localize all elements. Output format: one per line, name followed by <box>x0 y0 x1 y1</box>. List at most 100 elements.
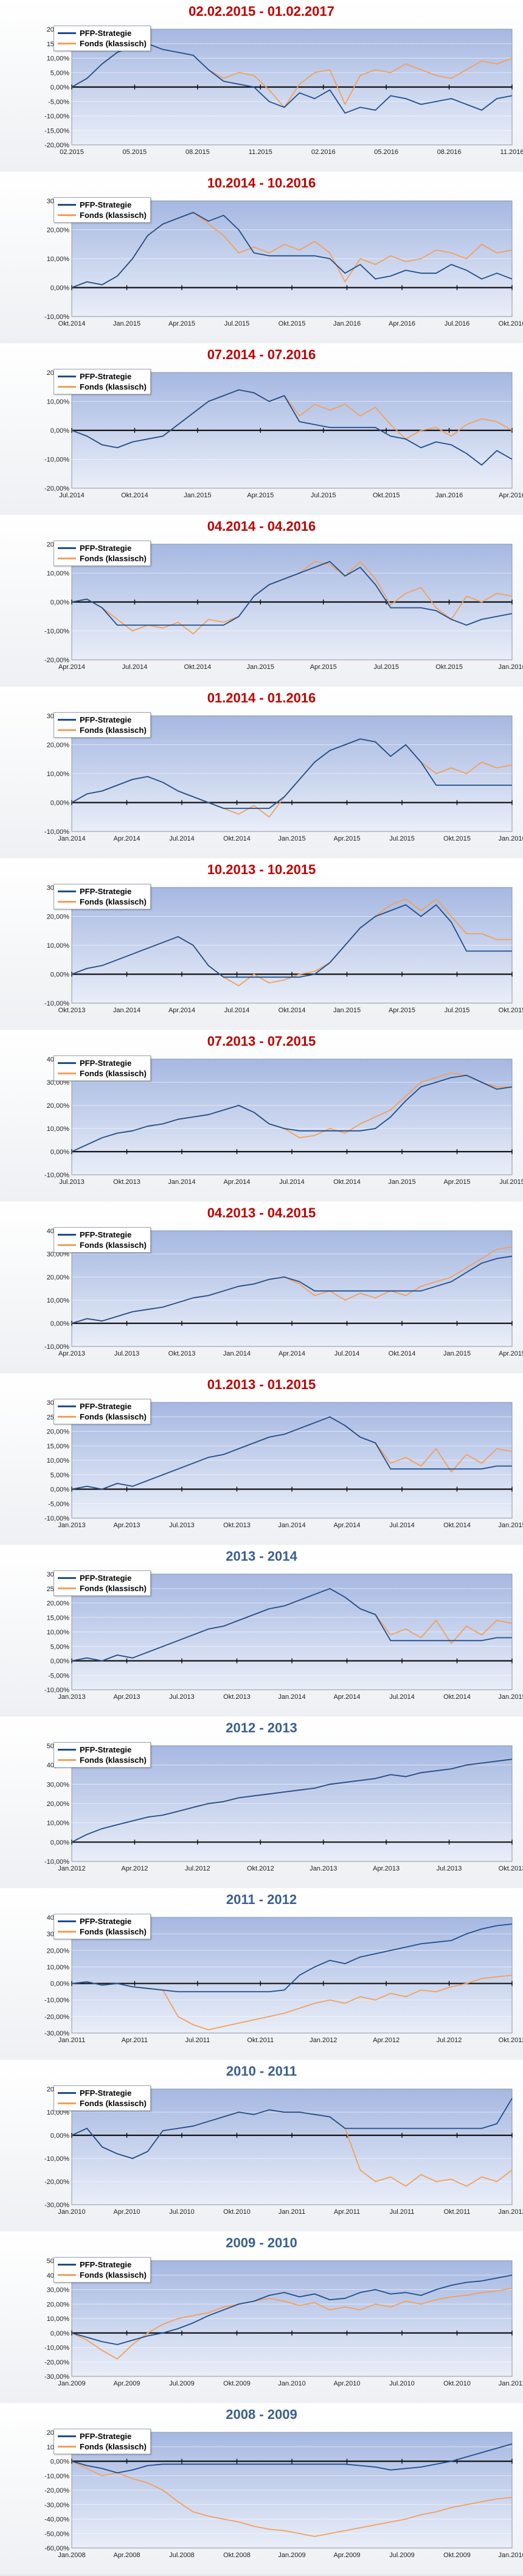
y-tick-label: -20,00% <box>44 657 69 664</box>
x-tick-label: Apr.2015 <box>389 1007 415 1014</box>
x-tick-label: Okt.2011 <box>444 2208 471 2216</box>
x-tick-label: Okt.2015 <box>499 1007 523 1014</box>
legend-label-fund: Fonds (klassisch) <box>80 2099 147 2108</box>
x-tick-label: Jan.2014 <box>113 1007 140 1014</box>
y-tick-label: 5,00% <box>50 1472 69 1479</box>
legend-swatch-fund <box>58 1587 76 1589</box>
y-tick-label: 0,00% <box>50 2330 69 2337</box>
y-tick-label: 0,00% <box>50 1320 69 1328</box>
x-tick-label: Jan.2012 <box>498 2208 523 2216</box>
y-tick-label: 0,00% <box>50 800 69 807</box>
y-tick-label: 0,00% <box>50 84 69 91</box>
legend-swatch-fund <box>58 729 76 731</box>
chart-title: 04.2014 - 04.2016 <box>207 519 316 534</box>
chart-legend: PFP-Strategie Fonds (klassisch) <box>54 1570 151 1596</box>
x-tick-label: Jul.2010 <box>169 2208 195 2216</box>
y-tick-label: 10,00% <box>47 256 70 263</box>
chart-title: 2010 - 2011 <box>226 2063 297 2079</box>
y-tick-label: 0,00% <box>50 285 69 292</box>
chart-panel: 02.02.2015 - 01.02.201720,00%15,00%10,00… <box>0 0 523 172</box>
x-tick-label: Okt.2013 <box>223 1693 251 1701</box>
legend-label-fund: Fonds (klassisch) <box>80 554 147 563</box>
y-tick-label: -10,00% <box>44 113 69 121</box>
legend-swatch-fund <box>58 901 76 903</box>
x-tick-label: 05.2016 <box>374 149 398 156</box>
x-tick-label: Apr.2014 <box>168 1007 195 1014</box>
y-tick-label: -10,00% <box>44 2345 69 2352</box>
legend-item-strategy: PFP-Strategie <box>58 200 147 210</box>
y-tick-label: 20,00% <box>47 1429 70 1436</box>
y-tick-label: 15,00% <box>47 1614 70 1622</box>
x-tick-label: Apr.2016 <box>499 492 523 499</box>
x-tick-label: Jan.2011 <box>499 2380 523 2387</box>
x-tick-label: Apr.2014 <box>333 1522 360 1529</box>
legend-swatch-strategy <box>58 1749 76 1751</box>
legend-item-fund: Fonds (klassisch) <box>58 2098 147 2109</box>
legend-label-fund: Fonds (klassisch) <box>80 1755 147 1765</box>
legend-item-fund: Fonds (klassisch) <box>58 38 147 49</box>
x-tick-label: Jul.2013 <box>169 1693 195 1701</box>
x-tick-label: Okt.2012 <box>499 2037 523 2044</box>
x-tick-label: Jul.2014 <box>122 663 148 671</box>
legend-label-fund: Fonds (klassisch) <box>80 897 147 906</box>
x-tick-label: 02.2016 <box>311 149 336 156</box>
x-tick-label: Jul.2009 <box>169 2380 195 2387</box>
legend-label-strategy: PFP-Strategie <box>80 372 132 381</box>
y-tick-label: 20,00% <box>47 1801 70 1808</box>
x-tick-label: Okt.2016 <box>499 320 523 327</box>
y-tick-label: -20,00% <box>44 2487 69 2494</box>
x-tick-label: Jul.2014 <box>169 835 195 842</box>
x-tick-label: Jan.2015 <box>443 1350 471 1357</box>
x-tick-label: Okt.2011 <box>247 2037 274 2044</box>
y-tick-label: -10,00% <box>44 1858 69 1866</box>
x-tick-label: 08.2016 <box>437 149 462 156</box>
x-tick-label: Apr.2014 <box>113 835 140 842</box>
fund-series-line <box>71 2287 513 2360</box>
x-tick-label: Jul.2015 <box>224 320 250 327</box>
y-tick-label: 0,00% <box>50 2132 69 2140</box>
x-tick-label: Apr.2014 <box>333 1693 360 1701</box>
y-tick-label: -5,00% <box>48 1500 69 1508</box>
legend-swatch-fund <box>58 1073 76 1074</box>
y-tick-label: 20,00% <box>47 227 70 234</box>
strategy-series-line <box>71 1074 513 1152</box>
x-tick-label: Jan.2015 <box>498 1522 523 1529</box>
x-tick-label: Jul.2014 <box>59 492 85 499</box>
legend-label-fund: Fonds (klassisch) <box>80 211 147 220</box>
y-tick-label: 0,00% <box>50 1486 69 1494</box>
y-tick-label: 0,00% <box>50 427 69 435</box>
legend-swatch-strategy <box>58 1062 76 1064</box>
x-tick-label: Okt.2014 <box>121 492 148 499</box>
y-tick-label: -5,00% <box>48 99 69 106</box>
y-tick-label: -10,00% <box>44 1000 69 1007</box>
x-tick-label: Okt.2013 <box>113 1178 140 1186</box>
legend-item-strategy: PFP-Strategie <box>58 1573 147 1583</box>
y-tick-label: -10,00% <box>44 2155 69 2163</box>
x-tick-label: Okt.2015 <box>443 835 471 842</box>
legend-swatch-fund <box>58 1931 76 1933</box>
chart-legend: PFP-Strategie Fonds (klassisch) <box>54 197 151 223</box>
legend-swatch-fund <box>58 214 76 216</box>
chart-panel: 2010 - 201120,00%10,00%0,00%-10,00%-20,0… <box>0 2060 523 2232</box>
x-tick-label: Jan.2014 <box>168 1178 195 1186</box>
x-tick-label: Apr.2014 <box>279 1350 305 1357</box>
chart-legend: PFP-Strategie Fonds (klassisch) <box>54 1742 151 1768</box>
legend-item-fund: Fonds (klassisch) <box>58 553 147 564</box>
chart-panel: 2009 - 201050,00%40,00%30,00%20,00%10,00… <box>0 2231 523 2404</box>
y-tick-label: 10,00% <box>47 1820 70 1827</box>
chart-panel: 01.2013 - 01.201530,00%25,00%20,00%15,00… <box>0 1373 523 1545</box>
x-tick-label: Okt.2009 <box>443 2552 471 2559</box>
x-tick-label: Jan.2014 <box>278 1693 305 1701</box>
y-tick-label: 0,00% <box>50 2459 69 2466</box>
chart-legend: PFP-Strategie Fonds (klassisch) <box>54 1399 151 1424</box>
y-tick-label: -5,00% <box>48 1672 69 1679</box>
chart-title: 04.2013 - 04.2015 <box>207 1205 316 1220</box>
y-tick-label: 10,00% <box>47 570 70 578</box>
legend-item-strategy: PFP-Strategie <box>58 715 147 725</box>
x-tick-label: Jul.2015 <box>499 1178 523 1186</box>
legend-label-strategy: PFP-Strategie <box>80 2432 132 2441</box>
legend-swatch-strategy <box>58 1405 76 1407</box>
x-tick-label: Jan.2015 <box>278 835 305 842</box>
x-tick-label: Apr.2012 <box>373 2037 400 2044</box>
legend-swatch-strategy <box>58 1234 76 1236</box>
